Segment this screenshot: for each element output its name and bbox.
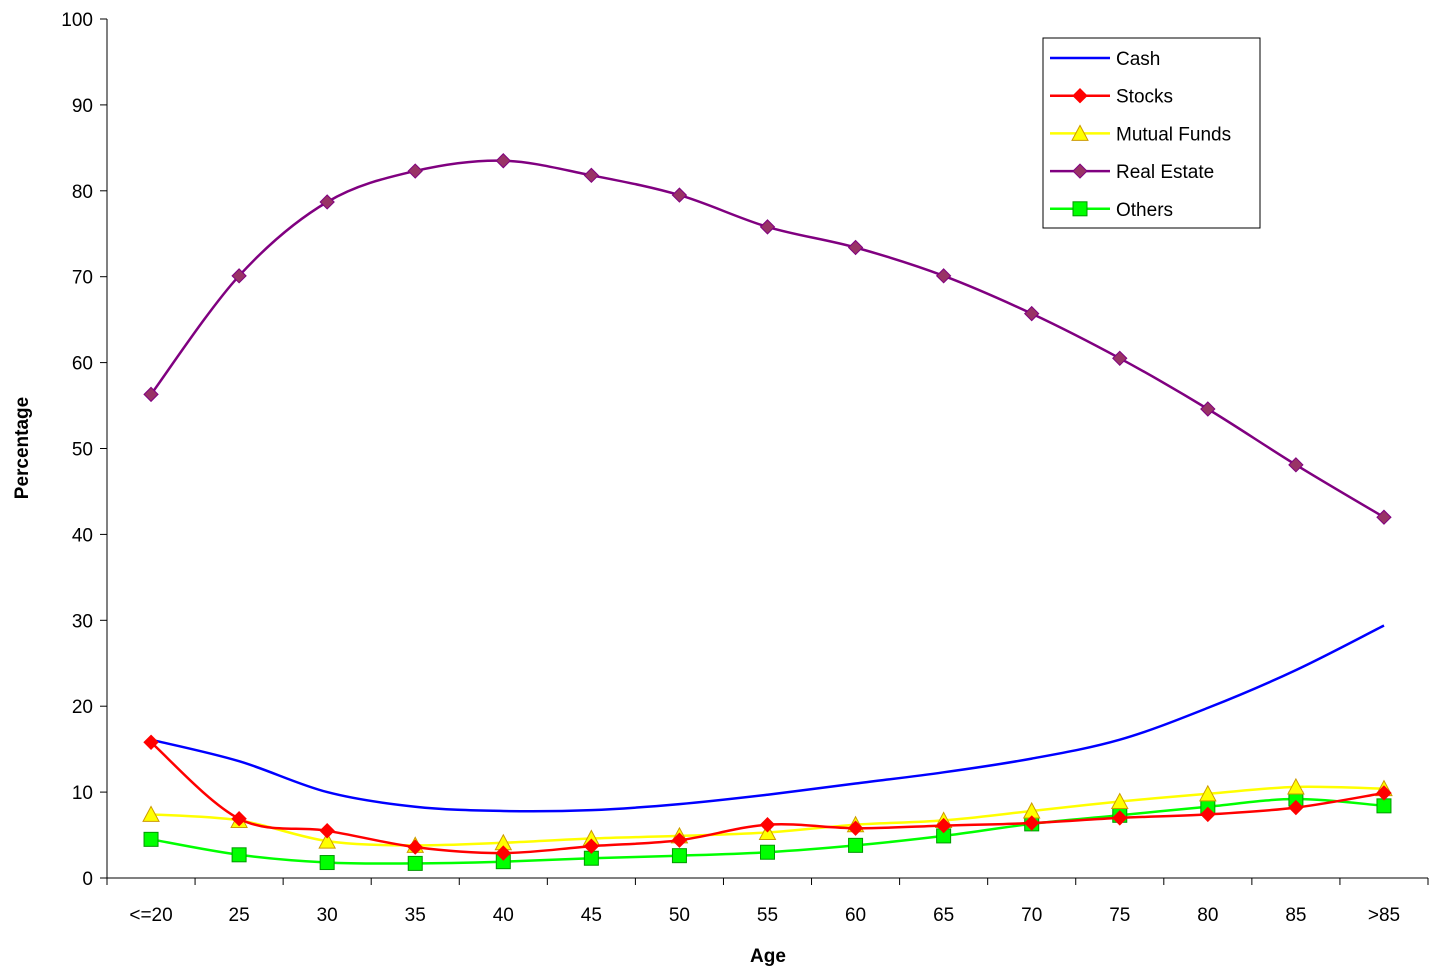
series-real-estate	[143, 153, 1392, 525]
y-tick-label: 90	[72, 96, 93, 117]
x-tick-label: 55	[757, 905, 778, 926]
data-point-stocks	[407, 839, 423, 855]
data-point-stocks	[1023, 815, 1040, 831]
data-point-stocks	[583, 838, 600, 854]
data-point-real-estate	[1023, 305, 1040, 322]
x-tick-label: <=20	[129, 905, 172, 926]
data-point-real-estate	[1200, 401, 1216, 417]
x-tick-label: 40	[493, 905, 514, 926]
data-point-stocks	[847, 820, 864, 836]
data-point-real-estate	[583, 167, 600, 184]
legend-label: Cash	[1116, 49, 1160, 70]
data-point-others	[760, 844, 775, 860]
legend-swatch-marker	[1072, 87, 1088, 104]
x-tick-label: 35	[405, 905, 426, 926]
x-tick-label: 60	[845, 905, 866, 926]
legend-item-others: Others	[1050, 200, 1173, 221]
series-stocks	[143, 734, 1392, 861]
series-line-cash	[150, 624, 1385, 813]
series-cash	[150, 624, 1385, 813]
legend-label: Mutual Funds	[1116, 124, 1231, 145]
legend-item-mutual-funds: Mutual Funds	[1050, 124, 1231, 145]
data-point-mutual-funds	[1199, 784, 1217, 802]
y-tick-label: 20	[72, 697, 93, 718]
y-tick-label: 40	[72, 525, 93, 546]
legend-item-stocks: Stocks	[1050, 87, 1173, 108]
x-tick-label: 45	[581, 905, 602, 926]
data-point-others	[143, 831, 159, 847]
data-point-stocks	[759, 817, 776, 833]
data-point-stocks	[1288, 799, 1304, 816]
data-point-others	[848, 837, 864, 853]
data-point-stocks	[1200, 806, 1216, 823]
x-axis-title: Age	[750, 946, 786, 967]
x-tick-label: 65	[933, 905, 954, 926]
data-point-real-estate	[1112, 350, 1128, 367]
legend-item-real-estate: Real Estate	[1050, 162, 1214, 183]
data-point-real-estate	[671, 187, 688, 203]
data-point-real-estate	[1376, 509, 1392, 525]
data-point-others	[407, 855, 423, 871]
data-point-stocks	[1376, 785, 1392, 801]
y-tick-label: 100	[61, 10, 93, 31]
data-point-real-estate	[1288, 457, 1304, 473]
series-others	[143, 791, 1392, 871]
y-tick-label: 0	[82, 869, 93, 890]
data-point-others	[231, 847, 247, 863]
y-tick-label: 70	[72, 268, 93, 289]
data-point-real-estate	[759, 219, 776, 235]
data-point-real-estate	[231, 268, 247, 284]
data-point-real-estate	[495, 153, 512, 169]
y-tick-label: 50	[72, 440, 93, 461]
y-tick-label: 30	[72, 611, 93, 632]
y-tick-label: 80	[72, 182, 93, 203]
x-tick-label: 70	[1021, 905, 1042, 926]
data-point-real-estate	[935, 268, 952, 284]
y-axis-title: Percentage	[12, 397, 33, 499]
legend-swatch-marker	[1072, 163, 1088, 179]
series-mutual-funds	[142, 777, 1393, 853]
data-point-real-estate	[847, 239, 864, 256]
data-point-mutual-funds	[1110, 792, 1129, 810]
legend-label: Real Estate	[1116, 162, 1214, 183]
legend: Cash Stocks Mutual Funds Real Estate Others	[1042, 37, 1261, 229]
legend-swatch-marker	[1072, 201, 1088, 217]
data-point-real-estate	[319, 194, 335, 210]
data-point-stocks	[671, 832, 688, 848]
x-tick-label: 50	[669, 905, 690, 926]
legend-item-cash: Cash	[1050, 49, 1160, 70]
axes: 0 10 20 30 40 50 60 70 80 90 100 <=20 25 30 35 40 45 50 55…	[61, 10, 1429, 926]
y-tick-label: 10	[72, 783, 93, 804]
data-point-mutual-funds	[318, 832, 336, 849]
x-tick-label: 25	[229, 905, 250, 926]
data-point-others	[671, 848, 687, 864]
data-point-others	[1376, 798, 1392, 814]
data-point-others	[319, 855, 335, 871]
data-point-real-estate	[143, 386, 159, 403]
y-tick-label: 60	[72, 354, 93, 375]
data-point-stocks	[319, 823, 335, 839]
data-point-stocks	[935, 817, 952, 834]
data-point-stocks	[231, 811, 247, 827]
legend-label: Others	[1116, 200, 1173, 221]
x-tick-label: 80	[1197, 905, 1218, 926]
legend-swatch-marker	[1071, 124, 1089, 141]
data-point-stocks	[495, 845, 512, 861]
x-tick-label: 30	[317, 905, 338, 926]
x-tick-label: >85	[1368, 905, 1400, 926]
data-point-stocks	[1112, 810, 1128, 826]
data-point-mutual-funds	[1287, 777, 1305, 795]
data-point-stocks	[143, 734, 159, 750]
data-point-real-estate	[407, 163, 423, 179]
series-lines	[142, 153, 1393, 871]
x-tick-label: 85	[1285, 905, 1306, 926]
legend-label: Stocks	[1116, 87, 1173, 108]
data-point-mutual-funds	[142, 805, 160, 822]
x-tick-label: 75	[1109, 905, 1130, 926]
